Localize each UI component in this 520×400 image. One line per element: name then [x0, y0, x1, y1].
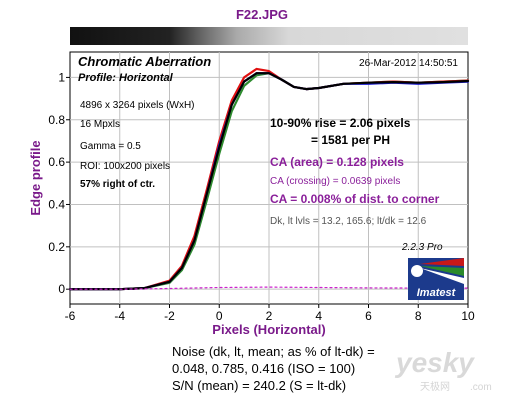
x-tick-label: -4 — [114, 309, 125, 323]
series-line-4 — [68, 72, 470, 291]
watermark: yesky 天极网 .com — [394, 347, 492, 393]
annotation-mpxls: 16 Mpxls — [80, 119, 120, 130]
annotation-roi: ROI: 100x200 pixels — [80, 161, 170, 172]
edge-gradient-strip — [70, 27, 468, 45]
annotation-position: 57% right of ctr. — [80, 179, 155, 190]
y-tick-label: 0.8 — [48, 113, 65, 127]
signal-noise-line: S/N (mean) = 240.2 (S = lt-dk) — [172, 378, 346, 393]
x-axis-label: Pixels (Horizontal) — [212, 322, 325, 337]
annotation-header: Chromatic Aberration — [78, 54, 211, 69]
annotation-version: 2.2.3 Pro — [401, 242, 443, 253]
y-tick-label: 0 — [58, 282, 65, 296]
annotation-ca-crossing: CA (crossing) = 0.0639 pixels — [270, 176, 400, 187]
series-lines — [68, 67, 470, 291]
annotation-rise-ph: = 1581 per PH — [311, 133, 390, 147]
logo-red-wedge — [420, 258, 464, 266]
logo-white-wedge — [420, 268, 464, 284]
x-tick-label: 0 — [216, 309, 223, 323]
x-tick-label: 8 — [415, 309, 422, 323]
y-tick-label: 1 — [58, 70, 65, 84]
noise-line-2: 0.048, 0.785, 0.416 (ISO = 100) — [172, 361, 355, 376]
x-tick-label: -6 — [65, 309, 76, 323]
axis-ticks: -6 -4 -2 0 2 4 6 8 10 0 0.2 0.4 0.6 0.8 1 — [48, 70, 475, 323]
annotation-date: 26-Mar-2012 14:50:51 — [359, 58, 458, 69]
y-tick-label: 0.2 — [48, 240, 65, 254]
noise-line-1: Noise (dk, lt, mean; as % of lt-dk) = — [172, 344, 375, 359]
y-tick-label: 0.4 — [48, 197, 65, 211]
annotation-ca-area: CA (area) = 0.128 pixels — [270, 155, 404, 169]
annotation-rise: 10-90% rise = 2.06 pixels — [270, 116, 411, 130]
logo-green-wedge — [420, 266, 464, 276]
annotation-dark-light: Dk, lt lvls = 13.2, 165.6; lt/dk = 12.6 — [270, 216, 427, 227]
x-tick-label: 2 — [266, 309, 273, 323]
y-tick-label: 0.6 — [48, 155, 65, 169]
watermark-domain: .com — [470, 382, 492, 393]
x-tick-label: -2 — [164, 309, 175, 323]
annotation-gamma: Gamma = 0.5 — [80, 141, 141, 152]
watermark-cn: 天极网 — [420, 380, 450, 393]
logo-dot-icon — [411, 265, 423, 277]
x-tick-label: 6 — [365, 309, 372, 323]
annotation-profile: Profile: Horizontal — [78, 72, 174, 84]
logo-text: Imatest — [417, 287, 457, 299]
annotation-ca-dist: CA = 0.008% of dist. to corner — [270, 192, 440, 206]
y-axis-label: Edge profile — [28, 140, 43, 215]
imatest-logo: Imatest — [408, 258, 464, 300]
x-tick-label: 4 — [315, 309, 322, 323]
annotation-pixels: 4896 x 3264 pixels (WxH) — [80, 100, 195, 111]
series-line-5 — [69, 286, 469, 290]
x-tick-label: 10 — [461, 309, 475, 323]
chart-title: F22.JPG — [236, 7, 288, 22]
watermark-logo: yesky — [394, 347, 475, 378]
